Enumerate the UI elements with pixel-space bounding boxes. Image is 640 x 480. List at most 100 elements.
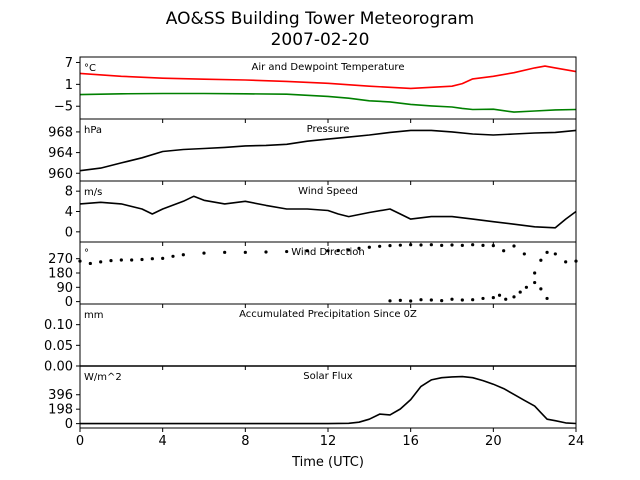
- panel-3-series-0-point-33: [491, 244, 495, 248]
- panel-1-unit: hPa: [84, 125, 102, 136]
- panel-3-ytick-label-2: 90: [56, 281, 73, 296]
- panel-3-series-1-point-8: [471, 298, 475, 302]
- panel-5-series-0-line: [80, 375, 577, 425]
- panel-3-series-0-point-22: [378, 244, 382, 248]
- panel-3-series-0-point-17: [326, 249, 330, 253]
- panel-2-title: Wind Speed: [298, 186, 358, 197]
- panel-1-title: Pressure: [307, 124, 350, 135]
- panel-1: 968 964 960 hPa Pressure: [48, 118, 577, 185]
- panel-3-series-0-point-35: [512, 244, 516, 248]
- panel-3-series-0-point-3: [109, 259, 113, 263]
- panel-3-series-1-point-4: [429, 298, 433, 302]
- x-axis-label: Time (UTC): [291, 455, 364, 470]
- panel-1-series-0-line: [79, 129, 577, 172]
- panel-3-series-0-point-28: [440, 243, 444, 247]
- panel-3-series-0-point-6: [140, 257, 144, 262]
- x-tick-label-0: 0: [76, 434, 84, 449]
- panel-3-ytick-label-3: 0: [65, 295, 73, 310]
- panel-0: 7 1 −5 °C Air and Dewpoint Temperature: [54, 56, 577, 123]
- panel-4-title: Accumulated Precipitation Since 0Z: [239, 309, 417, 320]
- panel-3-series-1-point-17: [539, 287, 543, 291]
- panel-1-ytick-label-2: 960: [48, 167, 73, 182]
- panel-0-ytick-label-0: 7: [65, 56, 73, 71]
- panel-4-ytick-label-0: 0.10: [44, 318, 73, 333]
- panel-3-series-0-point-27: [429, 243, 433, 247]
- panel-3-series-0-point-41: [564, 260, 568, 264]
- panel-3-ytick-label-1: 180: [48, 267, 73, 282]
- panel-3-title: Wind Direction: [291, 247, 365, 258]
- panel-3-series-0-point-18: [336, 248, 340, 253]
- panel-3-series-1-point-12: [504, 297, 508, 301]
- panel-2-ytick-label-0: 8: [65, 185, 73, 200]
- panel-3-series-1-point-5: [440, 299, 444, 303]
- panel-3-series-1-point-15: [524, 285, 529, 289]
- panel-4-ytick-label-1: 0.05: [44, 339, 73, 354]
- panel-3-series-0-point-10: [181, 253, 185, 257]
- panel-3-series-0-point-29: [450, 243, 454, 247]
- panel-4-unit: mm: [84, 310, 103, 321]
- x-tick-label-4: 16: [402, 434, 419, 449]
- panel-0-ytick-label-2: −5: [54, 100, 73, 115]
- panel-3-series-0-point-9: [171, 254, 175, 258]
- panel-3-series-0-point-21: [367, 245, 371, 249]
- panel-5-unit: W/m^2: [84, 372, 122, 383]
- panel-3-series-0-point-24: [398, 243, 402, 247]
- panel-5-ytick-label-0: 396: [48, 388, 73, 403]
- panel-0-unit: °C: [84, 63, 96, 74]
- panel-3-series-1-point-16: [533, 280, 537, 285]
- panel-3-series-0-point-39: [545, 250, 549, 254]
- panel-3-series-0-point-1: [88, 261, 92, 266]
- panel-3-series-0-point-4: [119, 258, 123, 262]
- panel-3-series-1-point-14: [518, 290, 522, 294]
- panels-group: 7 1 −5 °C Air and Dewpoint Temperature 968 964…: [44, 56, 578, 432]
- panel-3-series-0-point-12: [223, 250, 227, 254]
- x-tick-labels: 0 4 8 12 16 20 24: [76, 434, 584, 449]
- panel-3-series-1-point-6: [450, 297, 454, 301]
- panel-3-series-0-point-7: [150, 257, 154, 261]
- panel-3-series-0-point-13: [243, 250, 247, 254]
- panel-3-series-0-point-26: [419, 243, 423, 247]
- panel-2-ytick-label-2: 0: [65, 225, 73, 240]
- panel-3-series-0-point-16: [305, 249, 309, 253]
- panel-3-series-0-point-40: [553, 252, 557, 256]
- x-tick-label-5: 20: [485, 434, 502, 449]
- panel-3-series-1-point-13: [512, 295, 516, 299]
- panel-0-series-1-line: [79, 92, 577, 113]
- panel-0-ytick-label-1: 1: [65, 78, 73, 93]
- panel-3-series-0-point-30: [460, 243, 464, 247]
- panel-3-unit: °: [84, 248, 89, 259]
- figure-title: AO&SS Building Tower Meteorogram: [166, 9, 474, 29]
- panel-3-series-0-point-8: [161, 256, 165, 260]
- panel-3-series-0-point-11: [202, 251, 206, 255]
- panel-5-ytick-label-1: 198: [48, 403, 73, 418]
- panel-0-title: Air and Dewpoint Temperature: [252, 62, 405, 73]
- panel-3-series-1-point-11: [497, 293, 502, 297]
- panel-3-series-1-point-2: [409, 299, 413, 303]
- panel-4: 0.10 0.05 0.00 mm Accumulated Precipitation …: [44, 303, 577, 375]
- panel-2-unit: m/s: [84, 187, 102, 198]
- x-tick-label-1: 4: [159, 434, 167, 449]
- panel-3-series-0-point-14: [264, 250, 268, 254]
- panel-1-ytick-label-0: 968: [48, 125, 73, 140]
- x-tick-label-2: 8: [241, 434, 249, 449]
- panel-3-series-0-point-23: [388, 244, 392, 248]
- panel-3-series-0-point-32: [481, 243, 485, 247]
- panel-2-series-0-line: [79, 195, 577, 229]
- panel-3-series-0-point-37: [533, 271, 537, 275]
- panel-3-series-1-point-9: [481, 296, 485, 301]
- panel-3-series-0-point-2: [99, 260, 103, 264]
- panel-3-series-1-point-3: [419, 298, 423, 302]
- panel-3-series-0-point-19: [347, 248, 351, 252]
- panel-3-series-0-point-5: [130, 258, 134, 262]
- panel-3-series-1-point-18: [545, 296, 549, 301]
- panel-4-ytick-label-2: 0.00: [44, 360, 73, 375]
- panel-3-series-1-point-1: [398, 298, 402, 302]
- panel-3-series-1-point-7: [460, 298, 464, 302]
- panel-2-ytick-label-1: 4: [65, 205, 73, 220]
- panel-3-series-0-point-20: [357, 246, 361, 250]
- panel-1-ytick-label-1: 964: [48, 146, 73, 161]
- panel-3-series-0-point-25: [409, 243, 413, 247]
